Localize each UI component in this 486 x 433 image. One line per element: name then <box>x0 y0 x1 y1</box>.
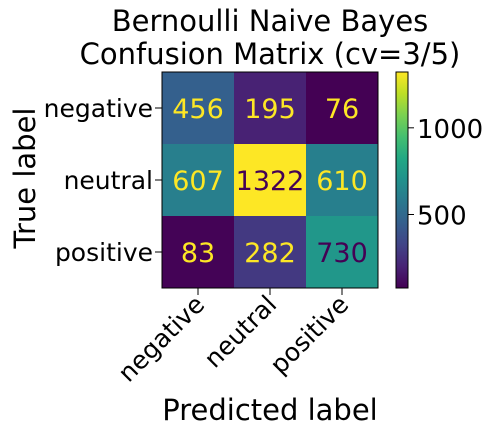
heatmap-cells <box>162 72 378 288</box>
y-tick-label: positive <box>55 238 153 267</box>
chart-title-line-2: Confusion Matrix (cv=3/5) <box>80 37 461 71</box>
x-tick-label: negative <box>112 290 210 388</box>
y-axis-ticks: negative neutral positive <box>44 94 162 267</box>
y-axis-label: True label <box>8 108 42 250</box>
heatmap-cell <box>234 216 306 288</box>
cell-value-label: 1322 <box>236 166 305 197</box>
y-tick-label: neutral <box>64 166 153 195</box>
colorbar-ticks: 500 1000 <box>408 115 483 231</box>
cell-value-label: 83 <box>181 238 215 269</box>
cell-value-label: 76 <box>325 94 359 125</box>
heatmap-cell <box>234 144 306 216</box>
heatmap-cell <box>234 72 306 144</box>
cell-value-label: 282 <box>244 238 296 269</box>
chart-title: Bernoulli Naive Bayes Confusion Matrix (… <box>80 4 461 71</box>
cell-value-label: 456 <box>172 94 224 125</box>
heatmap-cell <box>162 144 234 216</box>
cell-value-label: 607 <box>172 166 224 197</box>
chart-title-line-1: Bernoulli Naive Bayes <box>112 4 429 38</box>
colorbar-gradient <box>395 71 409 289</box>
heatmap-cell <box>306 216 378 288</box>
heatmap-cell <box>162 216 234 288</box>
y-tick-label: negative <box>44 94 153 123</box>
cell-value-label: 195 <box>244 94 296 125</box>
colorbar-tick-label: 500 <box>417 201 467 231</box>
cell-value-label: 610 <box>316 166 368 197</box>
cell-value-labels: 456 195 76 607 1322 610 83 282 730 <box>172 94 368 269</box>
heatmap-cell <box>306 144 378 216</box>
colorbar-tick-label: 1000 <box>417 115 483 145</box>
heatmap-cell <box>306 72 378 144</box>
heatmap-cell <box>162 72 234 144</box>
colorbar: 500 1000 <box>395 71 483 289</box>
x-tick-label: positive <box>264 290 354 380</box>
cell-value-label: 730 <box>316 238 368 269</box>
x-axis-label: Predicted label <box>162 393 378 427</box>
